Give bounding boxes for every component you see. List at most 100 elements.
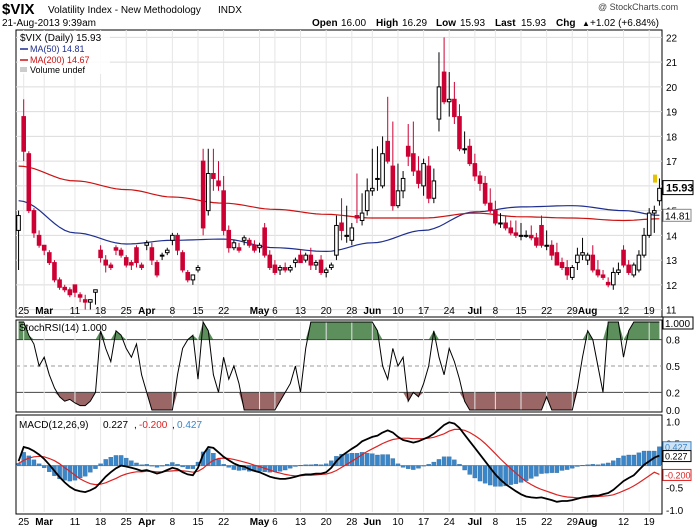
candle-body <box>652 210 657 214</box>
candle-body <box>528 234 534 239</box>
macd-histogram-bar <box>216 459 221 466</box>
candle-body <box>287 267 293 271</box>
macd-histogram-bar <box>559 465 565 471</box>
macd-histogram-bar <box>457 464 462 466</box>
candle <box>277 265 283 275</box>
candle <box>349 222 355 246</box>
candle-body <box>246 239 252 246</box>
x-tick-label: Apr <box>138 517 155 528</box>
candle-body <box>513 232 519 236</box>
candle-body <box>436 86 442 120</box>
candle <box>616 262 621 275</box>
macd-histogram-bar <box>364 453 370 466</box>
candle <box>580 237 585 261</box>
candle <box>544 230 549 251</box>
x-tick-label: 25 <box>18 517 30 528</box>
macd-histogram-bar <box>231 465 237 470</box>
macd-histogram-bar <box>600 463 606 466</box>
stochrsi-tick-label: 0.0 <box>666 406 680 417</box>
price-x-axis: 25 Mar 11 18 25 Apr 8 15 22 May 6 13 20 28 Jun 10 17 24 Ju… <box>18 306 655 317</box>
candle <box>262 222 267 258</box>
x-tick-label: 11 <box>70 517 81 528</box>
candle-body <box>272 264 278 273</box>
candle <box>416 156 421 189</box>
macd-histogram-bar <box>626 454 631 466</box>
macd-histogram-bar <box>303 464 308 466</box>
x-tick-label: 25 <box>121 517 133 528</box>
macd-histogram-bar <box>154 465 160 468</box>
candle-body <box>467 145 473 165</box>
legend-stochrsi: StochRSI(14) 1.000 <box>19 323 107 334</box>
candle-body <box>549 244 555 256</box>
macd-histogram-bar <box>124 457 129 466</box>
candle-body <box>446 98 452 103</box>
candle-body <box>93 289 98 293</box>
x-tick-label: 20 <box>321 517 333 528</box>
x-tick-label: 15 <box>192 517 204 528</box>
candle <box>272 260 278 275</box>
macd-histogram-bar <box>431 461 437 466</box>
legend-macd-value: 0.227 <box>103 420 128 431</box>
x-tick-label: 8 <box>493 306 499 317</box>
candle-body <box>16 215 21 231</box>
legend-signal-value: -0.200 <box>139 420 168 431</box>
candle-body <box>252 244 257 251</box>
chart-exchange: INDX <box>218 5 242 16</box>
macd-histogram-bar <box>539 465 544 474</box>
watermark: @ StockCharts.com <box>598 2 678 12</box>
candle <box>621 245 626 268</box>
price-tick-label: 21 <box>666 58 678 69</box>
candle-body <box>575 254 580 264</box>
candle <box>595 260 601 278</box>
high-label: High <box>376 18 398 29</box>
x-tick-label: 29 <box>567 517 579 528</box>
candle-body <box>364 190 370 212</box>
candle-body <box>118 249 124 256</box>
candle-body <box>164 249 170 254</box>
macd-histogram-bar <box>221 464 226 466</box>
macd-tag-box <box>662 450 692 463</box>
candle-body <box>493 210 498 224</box>
x-tick-label: Aug <box>578 517 597 528</box>
legend-volume: Volume undef <box>30 65 86 75</box>
candle-body <box>544 244 549 247</box>
candle <box>513 220 519 238</box>
candle <box>67 287 73 298</box>
low-value: 15.93 <box>460 18 485 29</box>
candle-body <box>108 264 114 269</box>
candle <box>287 265 293 273</box>
macd-histogram-bar <box>426 464 431 466</box>
legend-box <box>18 31 110 74</box>
candle <box>503 215 508 231</box>
legend-price: $VIX (Daily) 15.93 <box>20 33 102 44</box>
macd-x-axis: 25 Mar 11 18 25 Apr 8 15 22 May 6 13 20 28 Jun 10 17 24 Ju… <box>18 517 655 528</box>
candle <box>267 250 273 270</box>
candle-body <box>185 271 191 281</box>
macd-histogram-bar <box>118 455 124 466</box>
macd-histogram-bar <box>170 462 175 466</box>
stochrsi-line <box>18 320 660 411</box>
candle <box>129 260 134 270</box>
chg-label: Chg <box>556 18 575 29</box>
candle-body <box>180 252 185 271</box>
candle <box>605 277 611 288</box>
candle <box>411 121 416 176</box>
macd-histogram-bar <box>31 459 37 466</box>
candle-body <box>72 284 78 293</box>
last-marker <box>653 174 657 183</box>
candle-body <box>482 182 488 204</box>
macd-histogram-bar <box>395 463 401 466</box>
candle-body <box>354 215 360 219</box>
macd-histogram-bar <box>416 465 421 469</box>
candle-body <box>318 259 324 273</box>
candle-body <box>221 190 226 231</box>
stochrsi-panel: 0.8 0.5 0.2 0.0 1.000 <box>16 316 694 417</box>
macd-histogram-bar <box>411 465 416 470</box>
candle-body <box>57 279 62 288</box>
legend-sep-1: , <box>134 420 137 431</box>
candle-body <box>98 249 103 259</box>
candle <box>467 138 473 167</box>
candle <box>652 205 657 233</box>
candle <box>293 257 298 268</box>
